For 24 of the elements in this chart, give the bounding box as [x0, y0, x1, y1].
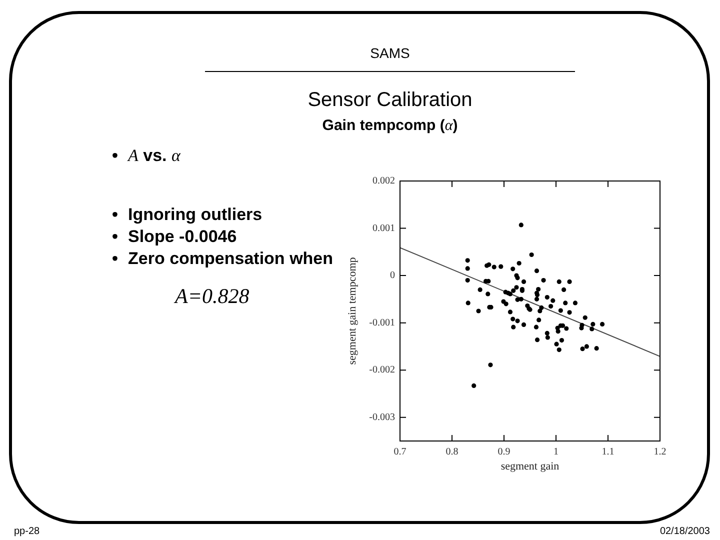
y-tick-label: -0.003: [369, 412, 395, 423]
text: A=0.828: [175, 284, 250, 309]
y-tick-label: 0.001: [372, 222, 395, 234]
text: Gain tempcomp (α): [321, 117, 459, 135]
chart-title: SAMS: [369, 45, 411, 61]
text: • A vs. α: [112, 145, 180, 167]
y-tick-label: -0.002: [369, 364, 395, 376]
x-tick-label: 1.2: [654, 446, 666, 458]
y-tick-label: -0.001: [369, 317, 395, 328]
y-axis-title: segment gain tempcomp: [346, 256, 358, 365]
x-tick-label: 1.1: [602, 446, 614, 458]
y-tick-label: 0.002: [372, 176, 395, 187]
x-tick-label: 0.9: [498, 446, 510, 458]
x-axis-title: segment gain: [500, 460, 560, 472]
text: pp-28: [14, 526, 40, 537]
x-tick-label: 0.7: [394, 446, 406, 458]
y-tick-label: 0: [390, 270, 395, 282]
x-tick-label: 1: [554, 446, 558, 458]
text: • Ignoring outliers: [112, 204, 262, 226]
text: 02/18/2003: [660, 526, 710, 537]
text: • Slope -0.0046: [112, 226, 237, 248]
chart-subtitle: Sensor Calibration: [306, 89, 474, 112]
text: • Zero compensation when: [112, 248, 334, 270]
x-tick-label: 0.8: [446, 446, 458, 458]
